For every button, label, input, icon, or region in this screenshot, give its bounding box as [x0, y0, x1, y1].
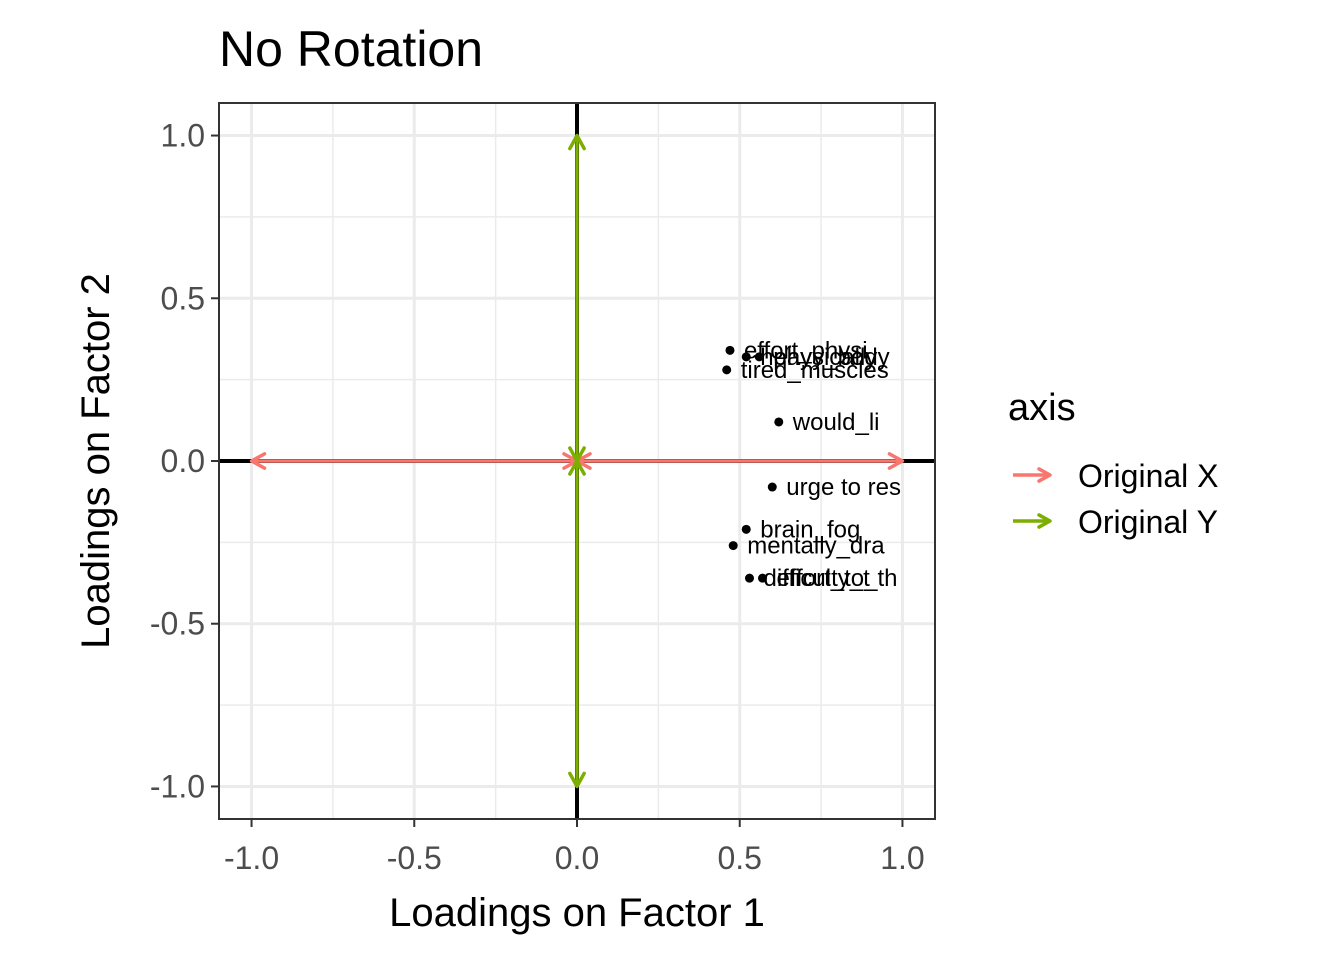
- legend-label: Original X: [1078, 458, 1219, 494]
- loading-label: effort_to_th: [777, 565, 898, 592]
- loading-point: [758, 573, 768, 583]
- loading-point: [774, 417, 784, 427]
- y-tick-label: 0.5: [161, 280, 205, 316]
- arrowhead-original-x: [887, 452, 905, 470]
- y-axis-ticks: -1.0 -0.5 0.0 0.5 1.0: [150, 118, 219, 804]
- x-tick-label: -0.5: [387, 840, 442, 876]
- legend-key-arrowhead: [1037, 467, 1052, 483]
- y-axis-title: Loadings on Factor 2: [74, 273, 118, 649]
- arrowhead-original-y: [568, 133, 586, 151]
- legend-key: [1013, 467, 1052, 483]
- loading-label: effort_physi: [744, 337, 868, 364]
- loading-label: physically: [773, 344, 877, 371]
- loading-point: [728, 541, 738, 551]
- y-tick-label: 0.0: [161, 443, 205, 479]
- legend-title: axis: [1008, 387, 1076, 429]
- axis-arrows: [249, 133, 905, 789]
- loading-label: urge to res: [786, 474, 901, 501]
- loading-labels: effort_physiheavy_bodyphysicallytired_mu…: [741, 337, 901, 592]
- arrowhead-original-y: [568, 771, 586, 789]
- arrowhead-original-y-start: [568, 459, 586, 476]
- arrowhead-original-x: [249, 452, 267, 470]
- loading-points: [722, 345, 784, 583]
- legend-key: [1013, 513, 1052, 529]
- loading-label: heavy_body: [760, 344, 889, 371]
- legend-label: Original Y: [1078, 504, 1218, 540]
- loading-point: [767, 482, 777, 492]
- x-axis-ticks: -1.0 -0.5 0.0 0.5 1.0: [224, 819, 925, 876]
- loading-label: would_li: [792, 409, 880, 436]
- x-tick-label: -1.0: [224, 840, 279, 876]
- loading-point: [741, 524, 751, 534]
- loading-point: [722, 365, 732, 375]
- loading-point: [744, 573, 754, 583]
- y-tick-label: 1.0: [161, 118, 205, 154]
- loading-label: mentally_dra: [747, 533, 885, 560]
- x-tick-label: 0.0: [555, 840, 599, 876]
- loading-label: brain_fog: [760, 516, 860, 543]
- x-tick-label: 0.5: [717, 840, 761, 876]
- loading-label: tired_muscles: [741, 357, 889, 384]
- y-tick-label: -0.5: [150, 606, 205, 642]
- chart-title: No Rotation: [219, 21, 483, 77]
- x-axis-title: Loadings on Factor 1: [389, 891, 765, 935]
- x-tick-label: 1.0: [880, 840, 924, 876]
- y-tick-label: -1.0: [150, 768, 205, 804]
- loading-point: [754, 352, 764, 362]
- loading-point: [725, 345, 735, 355]
- legend: axis Original X Original Y: [1008, 387, 1219, 540]
- legend-key-arrowhead: [1037, 513, 1052, 529]
- loading-point: [741, 352, 751, 362]
- legend-items: Original X Original Y: [1013, 458, 1219, 540]
- loading-label: difficulty_t: [763, 565, 870, 592]
